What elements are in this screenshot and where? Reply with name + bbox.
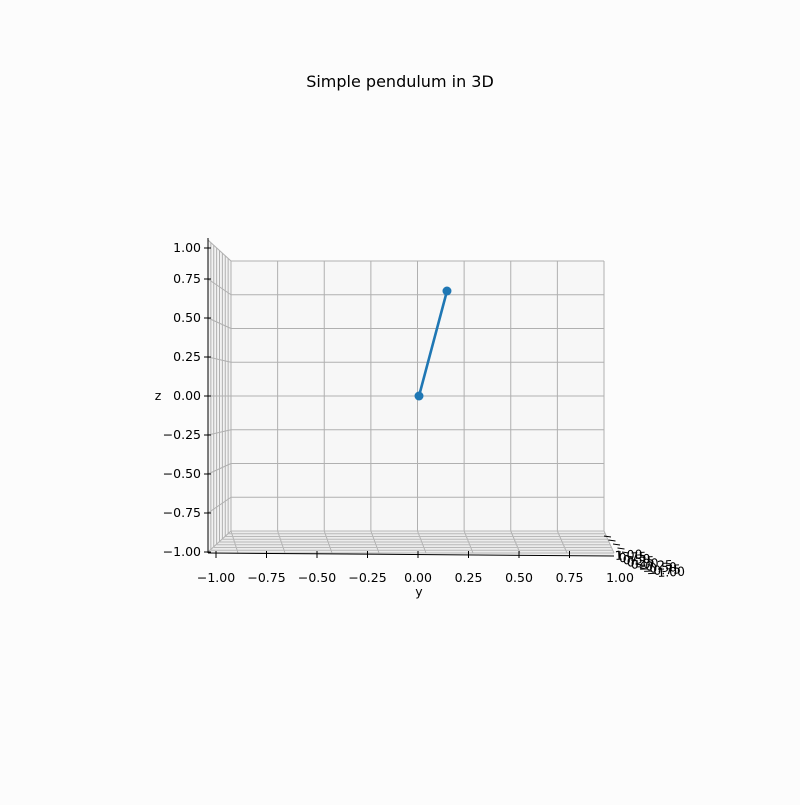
z-tick-label: −0.25 (163, 427, 201, 442)
z-tick-label: 0.50 (173, 310, 201, 325)
x-tick-label: −1.00 (646, 564, 685, 581)
x-tick (626, 555, 634, 558)
y-axis-ticks: −1.00 −0.75 −0.50 −0.25 0.00 0.25 0.50 0.75 1.00 (197, 551, 634, 585)
x-axis-ticks: 1.000.750.500.250.00−0.25−0.50−0.75−1.00 (603, 535, 685, 581)
x-tick-label: 0.50 (622, 551, 651, 567)
y-tick-label: −1.00 (197, 570, 235, 585)
x-tick-label: 1.00 (614, 547, 643, 563)
x-tick (612, 543, 621, 546)
x-tick (617, 547, 625, 550)
z-axis-label: z (155, 388, 162, 403)
grid-lines (207, 238, 615, 557)
x-tick (639, 567, 648, 570)
x-tick (621, 551, 630, 554)
x-tick (635, 563, 643, 566)
z-tick-label: −0.75 (163, 505, 201, 520)
x-tick (608, 539, 616, 542)
y-axis-label: y (415, 584, 423, 599)
z-tick-label: 0.75 (173, 271, 201, 286)
z-tick-label: 1.00 (173, 240, 201, 255)
x-tick-label: 0.00 (630, 555, 659, 571)
chart-title: Simple pendulum in 3D (306, 72, 494, 91)
floor-pane (208, 531, 614, 555)
z-tick-label: 0.00 (173, 388, 201, 403)
x-tick (603, 535, 612, 538)
y-tick-label: 0.50 (505, 570, 533, 585)
y-tick-label: 1.00 (606, 570, 634, 585)
y-tick-label: 0.75 (556, 570, 584, 585)
x-tick-label: 0.25 (626, 553, 655, 569)
y-tick-label: −0.25 (348, 570, 386, 585)
x-tick-label: −0.25 (634, 557, 673, 574)
x-tick-label: −0.75 (642, 561, 681, 578)
x-tick (630, 559, 639, 562)
z-axis-ticks: −1.00 −0.75 −0.50 −0.25 0.00 0.25 0.50 0.75 1.00 (163, 240, 211, 559)
y-axis-line (207, 552, 615, 557)
y-tick-label: 0.25 (455, 570, 483, 585)
z-tick-label: −0.50 (163, 466, 201, 481)
bob-point (442, 286, 452, 296)
y-tick-label: 0.00 (404, 570, 432, 585)
z-tick-label: −1.00 (163, 544, 201, 559)
axes-panes (208, 240, 614, 555)
pivot-point (414, 391, 424, 401)
y-tick-label: −0.75 (247, 570, 285, 585)
pendulum-rod (417, 290, 449, 397)
y-tick-label: −0.50 (298, 570, 336, 585)
z-tick-label: 0.25 (173, 349, 201, 364)
series-layer (414, 286, 452, 401)
x-tick-label: −0.50 (638, 559, 677, 576)
